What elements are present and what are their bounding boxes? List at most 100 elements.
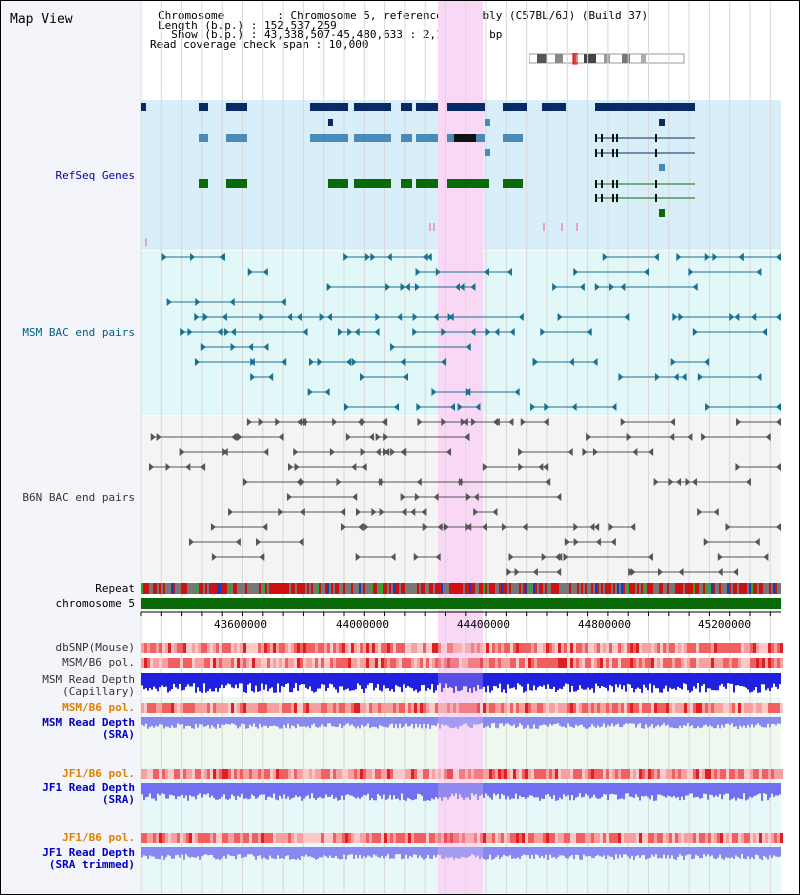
msm-bac-pair-end	[326, 313, 332, 321]
jf1-b6-pol-cell	[564, 769, 567, 779]
b6n-bac-track-label[interactable]: B6N BAC end pairs	[1, 492, 135, 504]
refseq-track-label[interactable]: RefSeq Genes	[1, 170, 135, 182]
dbsnp-cell	[588, 643, 591, 653]
repeat-element	[235, 583, 237, 594]
dbsnp-cell	[312, 643, 315, 653]
dbsnp-cell	[279, 643, 282, 653]
dbsnp-cell	[144, 643, 147, 653]
repeat-element	[517, 583, 519, 594]
msm-b6-pol-cell	[750, 658, 753, 668]
msm-b6-pol-cell	[438, 658, 441, 668]
jf1-depth-trim-bar	[403, 847, 405, 859]
jf1-depth-trim-bar	[273, 847, 275, 859]
dbsnp-cell	[519, 643, 522, 653]
jf1-b6-pol-trim-cell	[396, 833, 399, 843]
msm-bac-track-label[interactable]: MSM BAC end pairs	[1, 327, 135, 339]
jf1-b6-pol-trim-cell	[606, 833, 609, 843]
msm-depth-cap-bar	[339, 673, 341, 687]
repeat-element	[305, 583, 307, 594]
jf1-depth-trim-bar	[315, 847, 317, 860]
msm-depth-cap-bar	[767, 673, 769, 689]
jf1-b6-pol-trim-cell	[246, 833, 249, 843]
jf1-depth-trim-label[interactable]: JF1 Read Depth (SRA trimmed)	[1, 847, 135, 871]
jf1-b6-pol-trim-label[interactable]: JF1/B6 pol.	[1, 832, 135, 844]
jf1-depth-sra-bar	[723, 783, 725, 795]
msm-depth-sra-bar	[635, 717, 637, 728]
jf1-b6-pol-cell	[186, 769, 189, 779]
jf1-b6-pol-trim-cell	[741, 833, 744, 843]
msm-b6-pol-cell	[282, 658, 285, 668]
jf1-depth-trim-bar	[271, 847, 273, 859]
msm-b6-pol-cell	[492, 658, 495, 668]
msm-depth-sra-bar	[623, 717, 625, 725]
jf1-b6-pol-cell	[714, 769, 717, 779]
msm-b6-pol-track-label[interactable]: MSM/B6 pol.	[1, 657, 135, 669]
jf1-depth-trim-bar	[551, 847, 553, 858]
repeat-element	[459, 583, 461, 594]
msm-depth-sra-bar	[249, 717, 251, 725]
dbsnp-track-label[interactable]: dbSNP(Mouse)	[1, 642, 135, 654]
msm-b6-pol-cell	[405, 658, 408, 668]
msm-depth-sra-bar	[227, 717, 229, 725]
jf1-depth-sra-bar	[445, 783, 447, 798]
msm-b6-pol-cell	[153, 658, 156, 668]
repeat-element	[401, 583, 403, 594]
msm-b6-pol-sra-cell	[597, 703, 600, 713]
msm-depth-sra-bar	[337, 717, 339, 727]
repeat-element	[685, 583, 687, 594]
jf1-b6-pol-cell	[675, 769, 678, 779]
chromosome-ideogram[interactable]	[529, 53, 685, 65]
msm-depth-capillary-label[interactable]: MSM Read Depth (Capillary)	[1, 674, 135, 698]
dbsnp-cell	[561, 643, 564, 653]
msm-depth-sra-label[interactable]: MSM Read Depth (SRA)	[1, 717, 135, 741]
jf1-depth-sra-bar	[335, 783, 337, 798]
jf1-depth-sra-bar	[281, 783, 283, 799]
msm-b6-pol-cell	[489, 658, 492, 668]
jf1-b6-pol-trim-cell	[282, 833, 285, 843]
jf1-depth-trim-bar	[305, 847, 307, 855]
jf1-depth-trim-bar	[291, 847, 293, 860]
msm-bac-pair-end	[219, 253, 225, 261]
msm-depth-sra-bar	[169, 717, 171, 729]
repeat-element	[463, 583, 465, 594]
msm-depth-sra-bar	[647, 717, 649, 728]
dbsnp-cell	[759, 643, 762, 653]
msm-depth-sra-bar	[157, 717, 159, 727]
jf1-depth-trim-bar	[357, 847, 359, 859]
jf1-depth-trim-bar	[755, 847, 757, 855]
jf1-depth-sra-bar	[675, 783, 677, 799]
repeat-element	[599, 583, 601, 594]
jf1-depth-trim-bar	[287, 847, 289, 856]
msm-depth-cap-bar	[333, 673, 335, 688]
jf1-b6-pol-label[interactable]: JF1/B6 pol.	[1, 768, 135, 780]
jf1-b6-pol-trim-cell	[453, 833, 456, 843]
msm-b6-pol-cell	[297, 658, 300, 668]
jf1-b6-pol-cell	[147, 769, 150, 779]
jf1-depth-sra-label[interactable]: JF1 Read Depth (SRA)	[1, 782, 135, 806]
msm-b6-pol-cell	[609, 658, 612, 668]
jf1-b6-pol-cell	[561, 769, 564, 779]
jf1-b6-pol-trim-cell	[720, 833, 723, 843]
jf1-depth-trim-bar	[237, 847, 239, 855]
repeat-element	[639, 583, 641, 594]
msm-depth-cap-bar	[779, 673, 781, 685]
msm-b6-pol-sra-cell	[567, 703, 570, 713]
repeat-element	[625, 583, 627, 594]
jf1-b6-pol-cell	[723, 769, 726, 779]
msm-depth-sra-bar	[201, 717, 203, 725]
msm-depth-cap-bar	[171, 673, 173, 690]
jf1-depth-sra-bar	[711, 783, 713, 795]
dbsnp-cell	[615, 643, 618, 653]
msm-bac-pair-end	[455, 283, 461, 291]
repeat-element	[387, 583, 389, 594]
msm-b6-pol-sra-cell	[261, 703, 264, 713]
msm-depth-cap-bar	[629, 673, 631, 685]
dbsnp-cell	[261, 643, 264, 653]
jf1-depth-sra-bar	[405, 783, 407, 801]
msm-depth-cap-bar	[257, 673, 259, 692]
msm-b6-pol-cell	[219, 658, 222, 668]
msm-b6-pol-sra-label[interactable]: MSM/B6 pol.	[1, 702, 135, 714]
msm-b6-pol-sra-cell	[744, 703, 747, 713]
jf1-depth-trim-bar	[289, 847, 291, 860]
